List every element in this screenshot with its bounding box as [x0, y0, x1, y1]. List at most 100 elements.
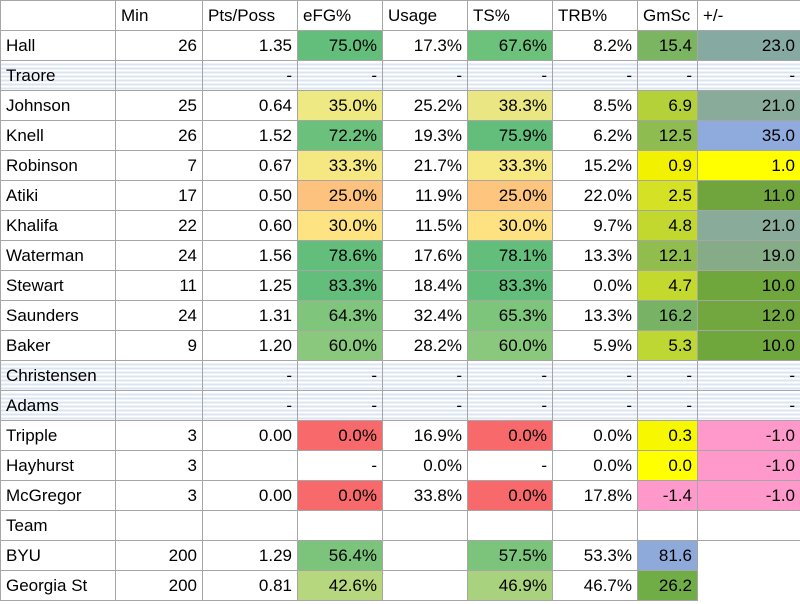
cell-ts[interactable]: 38.3%	[467, 90, 553, 121]
cell-ts[interactable]: 57.5%	[467, 540, 553, 571]
cell-efg[interactable]: 83.3%	[297, 270, 383, 301]
cell-trb[interactable]: 6.2%	[552, 120, 638, 151]
cell-gmsc[interactable]: 12.5	[637, 120, 698, 151]
cell-player[interactable]: Johnson	[0, 90, 116, 121]
cell-ts[interactable]	[467, 510, 553, 541]
cell-trb[interactable]: 0.0%	[552, 270, 638, 301]
cell-efg[interactable]: 42.6%	[297, 570, 383, 601]
cell-gmsc[interactable]: 15.4	[637, 30, 698, 61]
cell-trb[interactable]: 5.9%	[552, 330, 638, 361]
cell-gmsc[interactable]: 26.2	[637, 570, 698, 601]
cell-player[interactable]: BYU	[0, 540, 116, 571]
cell-pts-poss[interactable]: 1.56	[202, 240, 298, 271]
cell-usage[interactable]	[382, 510, 468, 541]
cell-ts[interactable]: 30.0%	[467, 210, 553, 241]
cell-efg[interactable]: -	[297, 60, 383, 91]
cell-trb[interactable]: 53.3%	[552, 540, 638, 571]
cell-gmsc[interactable]: -	[637, 360, 698, 391]
header-cell-trb[interactable]: TRB%	[552, 0, 638, 31]
cell-efg[interactable]: 75.0%	[297, 30, 383, 61]
cell-gmsc[interactable]	[637, 510, 698, 541]
cell-plus-minus[interactable]: 11.0	[697, 180, 800, 211]
cell-min[interactable]: 26	[115, 120, 203, 151]
cell-efg[interactable]: 0.0%	[297, 480, 383, 511]
cell-plus-minus[interactable]: 10.0	[697, 270, 800, 301]
cell-min[interactable]: 22	[115, 210, 203, 241]
cell-plus-minus[interactable]: -	[697, 360, 800, 391]
cell-usage[interactable]: -	[382, 360, 468, 391]
cell-ts[interactable]: 0.0%	[467, 420, 553, 451]
cell-trb[interactable]: -	[552, 360, 638, 391]
cell-player[interactable]: Waterman	[0, 240, 116, 271]
cell-usage[interactable]	[382, 540, 468, 571]
cell-pts-poss[interactable]: 1.25	[202, 270, 298, 301]
cell-pts-poss[interactable]: 0.50	[202, 180, 298, 211]
cell-min[interactable]	[115, 390, 203, 421]
cell-pts-poss[interactable]: 1.52	[202, 120, 298, 151]
cell-gmsc[interactable]: 4.8	[637, 210, 698, 241]
cell-trb[interactable]: 22.0%	[552, 180, 638, 211]
cell-gmsc[interactable]: 16.2	[637, 300, 698, 331]
cell-plus-minus[interactable]: 19.0	[697, 240, 800, 271]
cell-ts[interactable]: -	[467, 60, 553, 91]
cell-min[interactable]: 24	[115, 300, 203, 331]
cell-gmsc[interactable]: 4.7	[637, 270, 698, 301]
cell-ts[interactable]: 67.6%	[467, 30, 553, 61]
cell-trb[interactable]: 17.8%	[552, 480, 638, 511]
cell-usage[interactable]: 18.4%	[382, 270, 468, 301]
cell-plus-minus[interactable]	[697, 510, 800, 541]
cell-player[interactable]: Atiki	[0, 180, 116, 211]
cell-gmsc[interactable]: 0.0	[637, 450, 698, 481]
cell-player[interactable]: Traore	[0, 60, 116, 91]
cell-usage[interactable]	[382, 570, 468, 601]
cell-plus-minus[interactable]: -1.0	[697, 450, 800, 481]
cell-usage[interactable]: 25.2%	[382, 90, 468, 121]
cell-plus-minus[interactable]: 21.0	[697, 210, 800, 241]
header-cell-min[interactable]: Min	[115, 0, 203, 31]
cell-min[interactable]: 7	[115, 150, 203, 181]
cell-efg[interactable]: -	[297, 450, 383, 481]
cell-usage[interactable]: 17.6%	[382, 240, 468, 271]
cell-plus-minus[interactable]: 35.0	[697, 120, 800, 151]
cell-pts-poss[interactable]: 0.00	[202, 420, 298, 451]
cell-ts[interactable]: 25.0%	[467, 180, 553, 211]
cell-trb[interactable]: -	[552, 390, 638, 421]
cell-efg[interactable]: 60.0%	[297, 330, 383, 361]
cell-trb[interactable]: 0.0%	[552, 450, 638, 481]
cell-gmsc[interactable]: 6.9	[637, 90, 698, 121]
cell-min[interactable]: 9	[115, 330, 203, 361]
cell-plus-minus[interactable]: 12.0	[697, 300, 800, 331]
cell-gmsc[interactable]: -	[637, 60, 698, 91]
cell-pts-poss[interactable]: 1.20	[202, 330, 298, 361]
cell-trb[interactable]: 8.5%	[552, 90, 638, 121]
cell-plus-minus[interactable]: 1.0	[697, 150, 800, 181]
cell-min[interactable]	[115, 510, 203, 541]
cell-player[interactable]: Team	[0, 510, 116, 541]
cell-min[interactable]: 200	[115, 570, 203, 601]
cell-gmsc[interactable]: 12.1	[637, 240, 698, 271]
cell-trb[interactable]: 15.2%	[552, 150, 638, 181]
cell-min[interactable]: 11	[115, 270, 203, 301]
cell-min[interactable]: 17	[115, 180, 203, 211]
cell-min[interactable]: 26	[115, 30, 203, 61]
cell-plus-minus[interactable]: -1.0	[697, 480, 800, 511]
cell-trb[interactable]: 8.2%	[552, 30, 638, 61]
cell-min[interactable]: 200	[115, 540, 203, 571]
cell-ts[interactable]: 46.9%	[467, 570, 553, 601]
cell-ts[interactable]: 33.3%	[467, 150, 553, 181]
cell-player[interactable]: Tripple	[0, 420, 116, 451]
cell-efg[interactable]: 35.0%	[297, 90, 383, 121]
cell-usage[interactable]: -	[382, 390, 468, 421]
cell-ts[interactable]: -	[467, 450, 553, 481]
cell-usage[interactable]: 19.3%	[382, 120, 468, 151]
cell-plus-minus[interactable]: 23.0	[697, 30, 800, 61]
cell-pts-poss[interactable]: 1.31	[202, 300, 298, 331]
cell-player[interactable]: Hall	[0, 30, 116, 61]
cell-trb[interactable]: 46.7%	[552, 570, 638, 601]
cell-pts-poss[interactable]	[202, 510, 298, 541]
cell-min[interactable]: 3	[115, 420, 203, 451]
cell-ts[interactable]: 0.0%	[467, 480, 553, 511]
cell-player[interactable]: Baker	[0, 330, 116, 361]
cell-usage[interactable]: -	[382, 60, 468, 91]
cell-pts-poss[interactable]: 1.35	[202, 30, 298, 61]
